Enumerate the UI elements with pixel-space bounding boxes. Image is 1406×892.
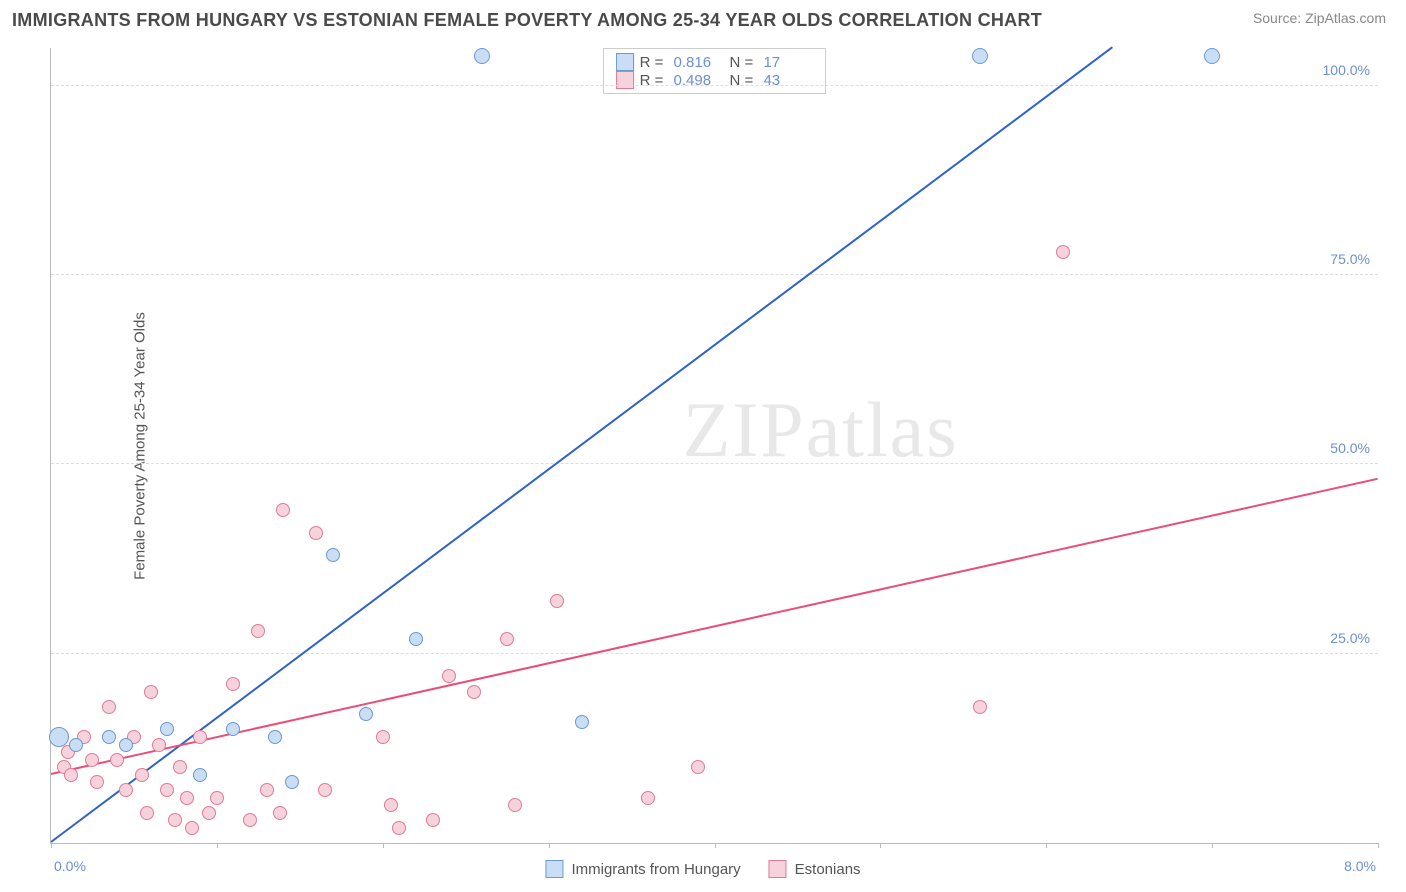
data-point [318,783,332,797]
x-tick-mark [1212,843,1213,848]
data-point [90,775,104,789]
data-point [185,821,199,835]
x-tick-mark [549,843,550,848]
x-tick-mark [383,843,384,848]
chart-title: IMMIGRANTS FROM HUNGARY VS ESTONIAN FEMA… [12,10,1042,31]
trend-line [51,478,1378,775]
series-legend: Immigrants from Hungary Estonians [545,860,860,878]
legend-swatch-icon [616,71,634,89]
chart-header: IMMIGRANTS FROM HUNGARY VS ESTONIAN FEMA… [0,0,1406,39]
data-point [326,548,340,562]
data-point [474,48,490,64]
data-point [309,526,323,540]
legend-label: Immigrants from Hungary [571,861,740,878]
data-point [500,632,514,646]
legend-item: Estonians [769,860,861,878]
data-point [359,707,373,721]
y-tick-label: 50.0% [1330,440,1370,456]
data-point [168,813,182,827]
data-point [392,821,406,835]
data-point [409,632,423,646]
gridline [51,85,1378,86]
data-point [285,775,299,789]
x-tick-mark [880,843,881,848]
data-point [260,783,274,797]
data-point [119,738,133,752]
data-point [276,503,290,517]
data-point [119,783,133,797]
data-point [160,783,174,797]
data-point [575,715,589,729]
x-tick-mark [715,843,716,848]
legend-swatch-icon [545,860,563,878]
data-point [135,768,149,782]
data-point [85,753,99,767]
data-point [152,738,166,752]
legend-row: R = 0.816 N = 17 [616,53,814,71]
x-axis-min: 0.0% [54,858,86,874]
data-point [226,722,240,736]
data-point [384,798,398,812]
data-point [144,685,158,699]
gridline [51,274,1378,275]
data-point [467,685,481,699]
data-point [64,768,78,782]
x-axis-max: 8.0% [1344,858,1376,874]
x-tick-mark [1046,843,1047,848]
legend-swatch-icon [616,53,634,71]
y-tick-label: 100.0% [1323,62,1370,78]
data-point [193,730,207,744]
data-point [273,806,287,820]
data-point [102,700,116,714]
data-point [202,806,216,820]
gridline [51,463,1378,464]
data-point [69,738,83,752]
data-point [442,669,456,683]
data-point [426,813,440,827]
x-tick-mark [217,843,218,848]
scatter-chart: ZIPatlas R = 0.816 N = 17 R = 0.498 N = … [50,48,1378,844]
chart-source: Source: ZipAtlas.com [1253,10,1386,26]
data-point [691,760,705,774]
data-point [376,730,390,744]
x-tick-mark [51,843,52,848]
data-point [1056,245,1070,259]
data-point [173,760,187,774]
legend-row: R = 0.498 N = 43 [616,71,814,89]
correlation-legend: R = 0.816 N = 17 R = 0.498 N = 43 [603,48,827,94]
data-point [140,806,154,820]
data-point [550,594,564,608]
data-point [973,700,987,714]
y-tick-label: 75.0% [1330,251,1370,267]
data-point [49,727,69,747]
data-point [180,791,194,805]
legend-label: Estonians [795,861,861,878]
data-point [102,730,116,744]
y-tick-label: 25.0% [1330,630,1370,646]
watermark: ZIPatlas [683,385,959,475]
data-point [226,677,240,691]
x-tick-mark [1378,843,1379,848]
data-point [251,624,265,638]
legend-swatch-icon [769,860,787,878]
data-point [1204,48,1220,64]
data-point [110,753,124,767]
legend-item: Immigrants from Hungary [545,860,740,878]
data-point [508,798,522,812]
data-point [268,730,282,744]
data-point [972,48,988,64]
gridline [51,653,1378,654]
data-point [193,768,207,782]
data-point [641,791,655,805]
data-point [243,813,257,827]
data-point [160,722,174,736]
data-point [210,791,224,805]
